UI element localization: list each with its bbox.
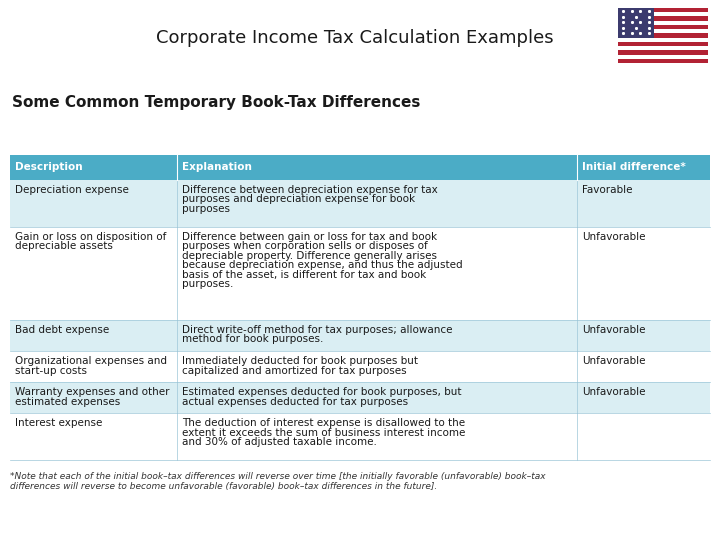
Bar: [10, 227, 710, 320]
Bar: [618, 8, 654, 38]
Text: differences will reverse to become unfavorable (favorable) book–tax differences : differences will reverse to become unfav…: [10, 482, 437, 491]
Text: Gain or loss on disposition of: Gain or loss on disposition of: [15, 232, 166, 242]
Text: estimated expenses: estimated expenses: [15, 397, 120, 407]
Bar: [618, 42, 708, 46]
Text: extent it exceeds the sum of business interest income: extent it exceeds the sum of business in…: [181, 428, 465, 438]
Text: purposes.: purposes.: [181, 279, 233, 289]
Bar: [10, 413, 710, 460]
Text: Unfavorable: Unfavorable: [582, 232, 646, 242]
Text: Unfavorable: Unfavorable: [582, 356, 646, 366]
Bar: [618, 33, 708, 38]
Bar: [10, 155, 710, 460]
Text: The deduction of interest expense is disallowed to the: The deduction of interest expense is dis…: [181, 418, 464, 428]
Text: *Note that each of the initial book–tax differences will reverse over time [the : *Note that each of the initial book–tax …: [10, 472, 546, 481]
Bar: [618, 29, 708, 33]
Text: Corporate Income Tax Calculation Examples: Corporate Income Tax Calculation Example…: [156, 29, 554, 47]
Text: actual expenses deducted for tax purposes: actual expenses deducted for tax purpose…: [181, 397, 408, 407]
Text: capitalized and amortized for tax purposes: capitalized and amortized for tax purpos…: [181, 366, 406, 376]
Text: depreciable assets: depreciable assets: [15, 241, 113, 251]
Bar: [618, 38, 708, 42]
Text: Organizational expenses and: Organizational expenses and: [15, 356, 167, 366]
Text: method for book purposes.: method for book purposes.: [181, 334, 323, 345]
Text: Depreciation expense: Depreciation expense: [15, 185, 129, 195]
Text: start-up costs: start-up costs: [15, 366, 87, 376]
Bar: [10, 320, 710, 351]
Bar: [618, 25, 708, 29]
Text: Bad debt expense: Bad debt expense: [15, 325, 109, 335]
Bar: [618, 21, 708, 25]
Text: Direct write-off method for tax purposes; allowance: Direct write-off method for tax purposes…: [181, 325, 452, 335]
Text: and 30% of adjusted taxable income.: and 30% of adjusted taxable income.: [181, 437, 377, 447]
Bar: [618, 16, 708, 21]
Text: Explanation: Explanation: [181, 163, 251, 172]
Bar: [618, 59, 708, 63]
Text: Difference between gain or loss for tax and book: Difference between gain or loss for tax …: [181, 232, 437, 242]
Bar: [618, 12, 708, 16]
Bar: [10, 351, 710, 382]
Text: Difference between depreciation expense for tax: Difference between depreciation expense …: [181, 185, 437, 195]
Bar: [10, 382, 710, 413]
Text: basis of the asset, is different for tax and book: basis of the asset, is different for tax…: [181, 269, 426, 280]
Text: depreciable property. Difference generally arises: depreciable property. Difference general…: [181, 251, 436, 261]
Text: purposes when corporation sells or disposes of: purposes when corporation sells or dispo…: [181, 241, 428, 251]
Text: purposes: purposes: [181, 204, 230, 214]
Bar: [618, 55, 708, 59]
Bar: [10, 155, 710, 180]
Bar: [618, 8, 708, 63]
Text: Interest expense: Interest expense: [15, 418, 102, 428]
Text: Warranty expenses and other: Warranty expenses and other: [15, 387, 169, 397]
Text: Initial difference*: Initial difference*: [582, 163, 685, 172]
Text: purposes and depreciation expense for book: purposes and depreciation expense for bo…: [181, 194, 415, 205]
Text: Estimated expenses deducted for book purposes, but: Estimated expenses deducted for book pur…: [181, 387, 461, 397]
Text: Some Common Temporary Book-Tax Differences: Some Common Temporary Book-Tax Differenc…: [12, 96, 420, 111]
Bar: [618, 8, 708, 12]
Bar: [10, 180, 710, 227]
Text: Favorable: Favorable: [582, 185, 632, 195]
Bar: [618, 46, 708, 50]
Text: Unfavorable: Unfavorable: [582, 387, 646, 397]
Text: Description: Description: [15, 163, 83, 172]
Text: Unfavorable: Unfavorable: [582, 325, 646, 335]
Bar: [618, 50, 708, 55]
Text: because depreciation expense, and thus the adjusted: because depreciation expense, and thus t…: [181, 260, 462, 270]
Text: Immediately deducted for book purposes but: Immediately deducted for book purposes b…: [181, 356, 418, 366]
